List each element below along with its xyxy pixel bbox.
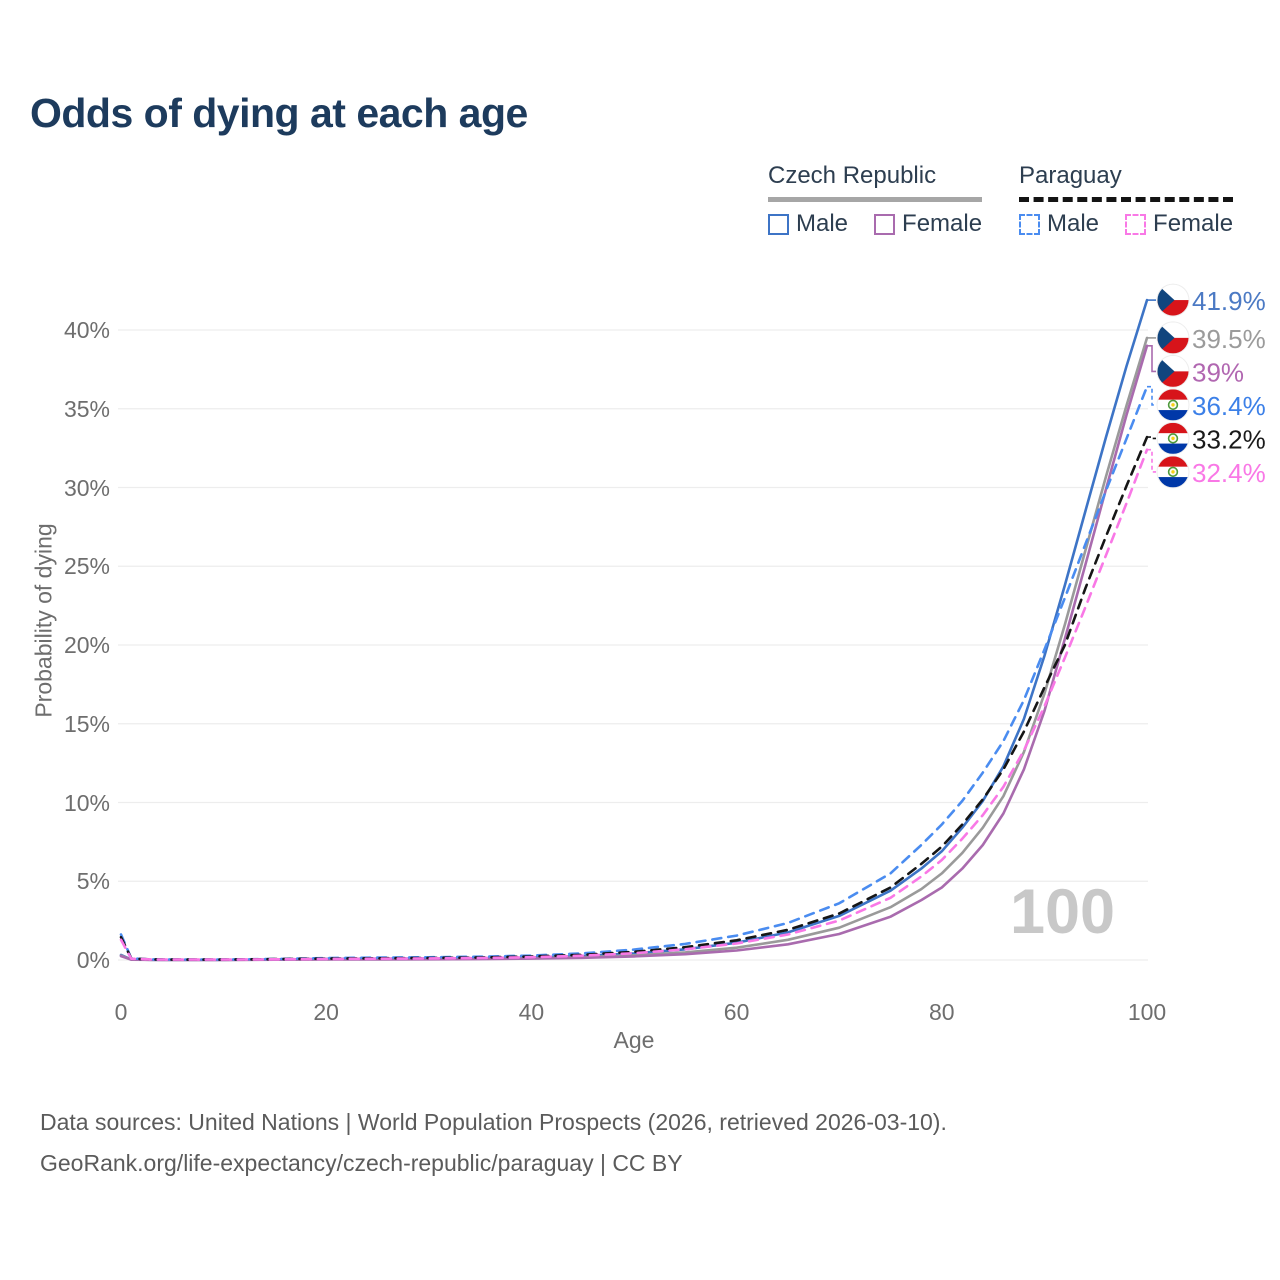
end-value-label-czech-female: 39% xyxy=(1192,357,1244,387)
attribution-text: GeoRank.org/life-expectancy/czech-republ… xyxy=(40,1150,683,1176)
flag-icon-py-4 xyxy=(1156,421,1190,455)
flag-icon-py-3 xyxy=(1156,388,1190,422)
y-tick-0%: 0% xyxy=(76,947,110,973)
y-tick-30%: 30% xyxy=(63,474,110,501)
y-tick-20%: 20% xyxy=(63,632,110,658)
end-value-label-paraguay-male: 36.4% xyxy=(1192,391,1266,421)
legend-item-paraguay-female[interactable]: Female xyxy=(1125,210,1233,238)
series-line-paraguay-male[interactable] xyxy=(119,385,1149,961)
x-tick-20: 20 xyxy=(313,999,339,1025)
series-line-czech-female[interactable] xyxy=(119,344,1149,962)
legend-label-paraguay-male: Male xyxy=(1047,210,1100,237)
legend-label-czech-male: Male xyxy=(796,210,849,237)
page-title: Odds of dying at each age xyxy=(30,90,528,136)
end-value-label-paraguay-female: 32.4% xyxy=(1192,458,1266,488)
legend-label-czech-female: Female xyxy=(902,210,983,237)
end-connector-paraguay-male xyxy=(1147,385,1156,406)
series-line-paraguay-female[interactable] xyxy=(119,448,1149,961)
czech-male-swatch-icon xyxy=(768,213,789,235)
data-sources-text: Data sources: United Nations | World Pop… xyxy=(40,1109,947,1135)
paraguay-combined-line-swatch xyxy=(1019,197,1234,202)
x-axis-title: Age xyxy=(613,1027,655,1053)
series-line-czech-combined[interactable] xyxy=(119,336,1149,962)
end-connector-czech-female xyxy=(1147,345,1156,373)
y-tick-5%: 5% xyxy=(76,868,110,895)
flag-icon-cz-2 xyxy=(1156,354,1190,388)
y-tick-10%: 10% xyxy=(63,789,110,816)
czech-combined-line-swatch xyxy=(768,197,983,202)
x-tick-0: 0 xyxy=(114,999,128,1025)
end-value-label-czech-male: 41.9% xyxy=(1192,286,1266,316)
end-connector-paraguay-female xyxy=(1147,448,1156,473)
x-tick-80: 80 xyxy=(929,999,955,1025)
flag-icon-py-5 xyxy=(1156,455,1190,489)
paraguay-male-swatch-icon xyxy=(1019,213,1040,235)
paraguay-female-swatch-icon xyxy=(1125,213,1147,235)
legend-item-paraguay-male[interactable]: Male xyxy=(1019,210,1099,238)
y-tick-40%: 40% xyxy=(63,317,110,343)
y-tick-35%: 35% xyxy=(63,395,110,422)
flag-icon-cz-1 xyxy=(1156,321,1190,355)
series-line-czech-male[interactable] xyxy=(119,298,1149,962)
end-value-label-czech-combined: 39.5% xyxy=(1192,324,1266,354)
hover-age-indicator: 100 xyxy=(1009,877,1116,947)
legend-item-czech-female[interactable]: Female xyxy=(874,210,982,238)
czech-female-swatch-icon xyxy=(874,213,896,235)
y-tick-25%: 25% xyxy=(63,553,110,580)
series-line-paraguay-combined[interactable] xyxy=(119,435,1149,961)
end-connector-paraguay-combined xyxy=(1147,436,1156,440)
legend-label-paraguay-female: Female xyxy=(1153,210,1234,237)
legend-group-paraguay: Paraguay Male Female xyxy=(1019,162,1234,238)
x-tick-40: 40 xyxy=(518,999,545,1025)
flag-icon-cz-0 xyxy=(1156,283,1190,317)
legend-item-czech-male[interactable]: Male xyxy=(768,210,848,238)
end-value-label-paraguay-combined: 33.2% xyxy=(1192,424,1266,454)
x-tick-100: 100 xyxy=(1127,999,1167,1025)
x-tick-60: 60 xyxy=(723,999,750,1025)
legend-heading-czech-republic[interactable]: Czech Republic xyxy=(768,162,937,189)
legend-group-czech-republic: Czech Republic Male Female xyxy=(768,162,983,238)
legend-heading-paraguay[interactable]: Paraguay xyxy=(1019,162,1122,189)
y-tick-15%: 15% xyxy=(63,710,110,737)
legend: Czech Republic Male Female Paraguay xyxy=(0,162,1280,242)
